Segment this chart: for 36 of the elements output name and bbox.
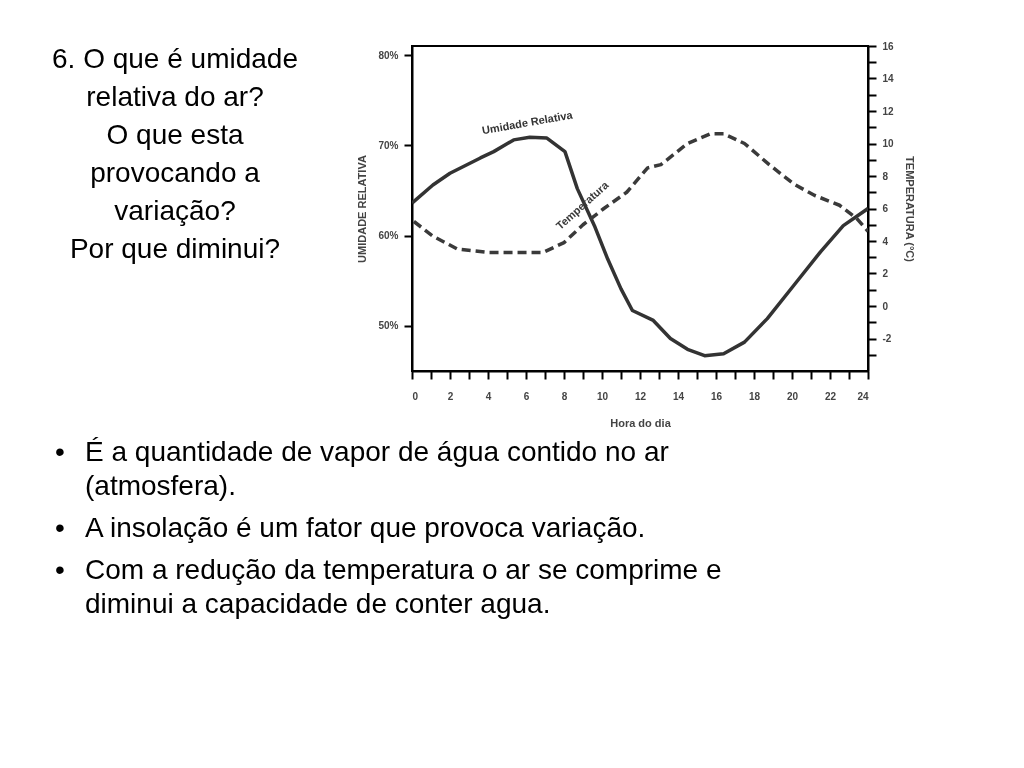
y2-tick-label: 14: [882, 73, 895, 84]
y-axis-title: UMIDADE RELATIVA: [356, 155, 369, 263]
y2-tick-label: 4: [882, 235, 889, 247]
y2-tick-label: 12: [882, 105, 895, 117]
y2-tick-label: 6: [882, 203, 889, 214]
text: • Com a redução da temperatura o ar se comprime e diminui a capacidade de conter agua.: [55, 554, 722, 619]
y2-tick-label: 8: [882, 170, 889, 182]
y2-tick-label: -2: [882, 333, 892, 344]
text: 6. O que é umidade relativa do ar? O que esta provocando a variação? Por que diminui?: [52, 43, 298, 264]
x-tick-label: 4: [485, 390, 492, 402]
y2-tick-label: 16: [882, 40, 895, 52]
y-tick-label: 80%: [378, 49, 399, 61]
text: Umidade Relativa: [481, 108, 575, 137]
line-series: [412, 135, 868, 358]
x-tick-label: 24: [857, 390, 869, 402]
y-tick-label: 60%: [378, 230, 399, 242]
text: • É a quantidade de vapor de água contido no ar (atmosfera).: [55, 436, 669, 501]
y2-axis-title: TEMPERATURA (°C): [903, 156, 916, 263]
x-tick-label: 6: [523, 390, 530, 402]
x-tick-label: 20: [786, 390, 799, 402]
x-tick-label: 8: [561, 390, 568, 402]
x-tick-label: 12: [634, 390, 647, 402]
y-tick-label: 70%: [378, 139, 399, 151]
x-axis-title: Hora do dia: [610, 416, 672, 429]
x-tick-label: 2: [447, 390, 454, 402]
x-tick-label: 22: [824, 390, 837, 402]
x-tick-label: 0: [412, 390, 419, 402]
x-tick-label: 14: [672, 390, 685, 402]
x-tick-label: 18: [748, 390, 761, 402]
y2-tick-label: 0: [882, 300, 889, 312]
x-tick-label: 16: [710, 390, 723, 402]
y2-tick-label: 2: [882, 268, 889, 279]
y-tick-label: 50%: [378, 320, 399, 332]
y2-tick-label: 10: [882, 138, 895, 149]
x-tick-label: 10: [596, 390, 609, 402]
text: • A insolação é um fator que provoca variação.: [55, 512, 646, 543]
